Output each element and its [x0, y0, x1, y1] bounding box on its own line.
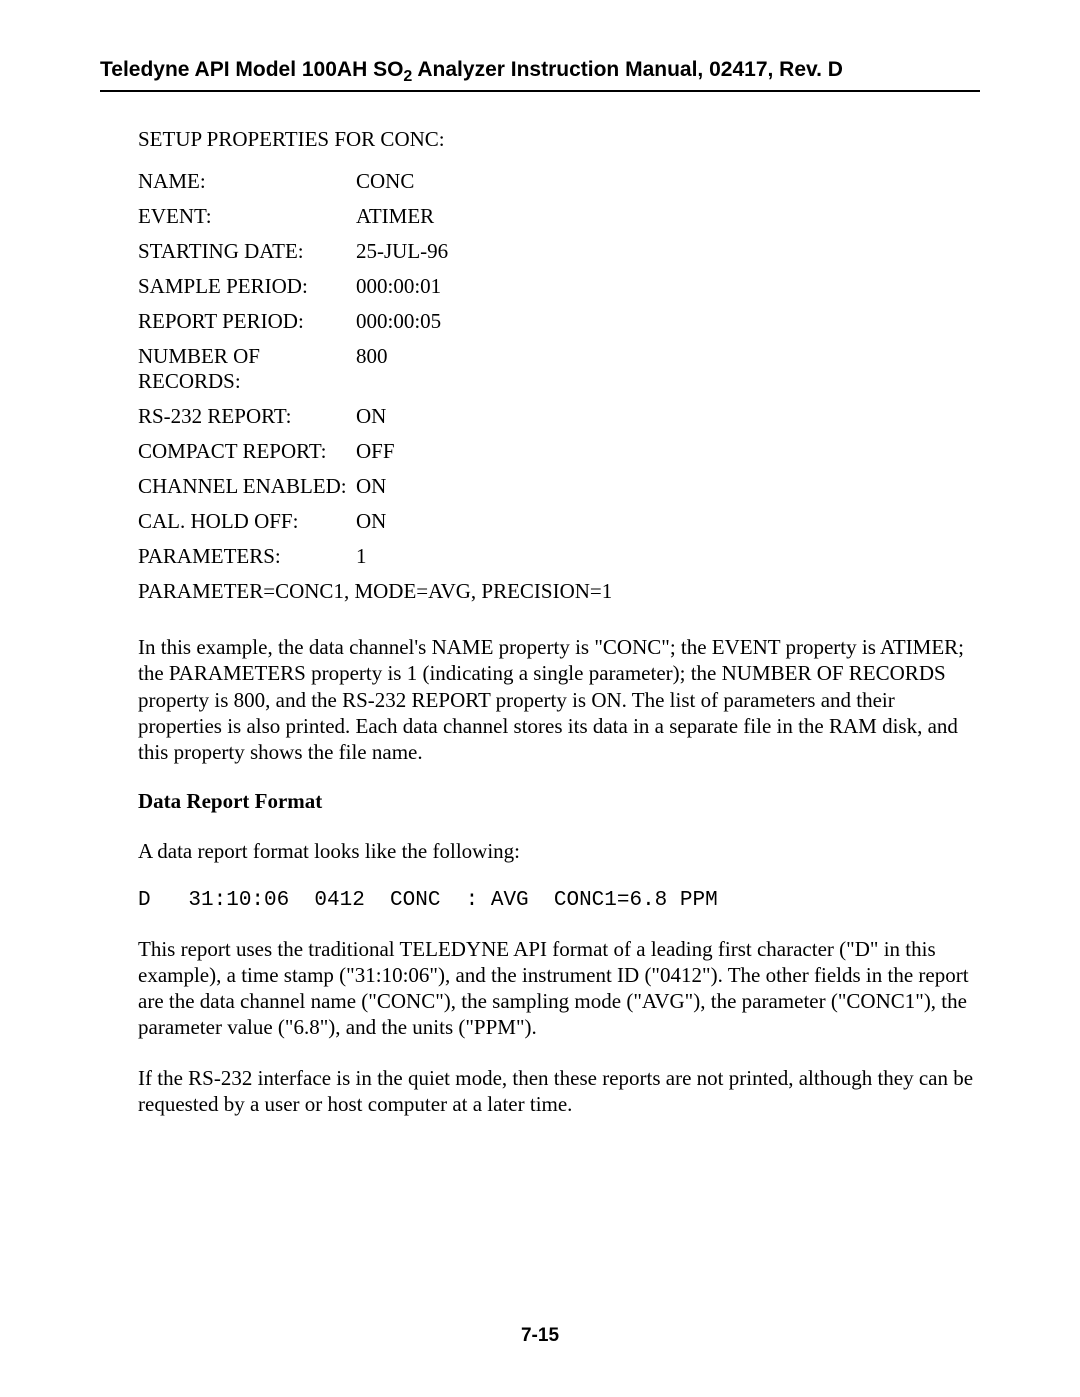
properties-title: SETUP PROPERTIES FOR CONC:: [138, 127, 980, 152]
property-value: ON: [356, 504, 448, 539]
code-example: D 31:10:06 0412 CONC : AVG CONC1=6.8 PPM: [138, 889, 980, 912]
property-label: PARAMETERS:: [138, 539, 356, 574]
property-label: REPORT PERIOD:: [138, 304, 356, 339]
property-label: COMPACT REPORT:: [138, 434, 356, 469]
property-row: CAL. HOLD OFF:ON: [138, 504, 448, 539]
property-row: SAMPLE PERIOD:000:00:01: [138, 269, 448, 304]
header-title-part1: Teledyne API Model 100AH SO: [100, 58, 403, 81]
property-row: NAME:CONC: [138, 164, 448, 199]
property-label: EVENT:: [138, 199, 356, 234]
property-label: NAME:: [138, 164, 356, 199]
property-value: 25-JUL-96: [356, 234, 448, 269]
property-row: NUMBER OF RECORDS:800: [138, 339, 448, 399]
properties-table: NAME:CONCEVENT:ATIMERSTARTING DATE:25-JU…: [138, 164, 448, 574]
paragraph-4: If the RS-232 interface is in the quiet …: [138, 1065, 980, 1118]
property-label: CAL. HOLD OFF:: [138, 504, 356, 539]
header-title: Teledyne API Model 100AH SO2 Analyzer In…: [100, 58, 980, 92]
parameter-line: PARAMETER=CONC1, MODE=AVG, PRECISION=1: [138, 579, 980, 604]
property-row: EVENT:ATIMER: [138, 199, 448, 234]
property-value: OFF: [356, 434, 448, 469]
property-value: 000:00:01: [356, 269, 448, 304]
paragraph-3: This report uses the traditional TELEDYN…: [138, 936, 980, 1041]
property-value: CONC: [356, 164, 448, 199]
header-title-subscript: 2: [403, 68, 412, 85]
page-header: Teledyne API Model 100AH SO2 Analyzer In…: [100, 58, 980, 92]
property-row: PARAMETERS:1: [138, 539, 448, 574]
header-title-part2: Analyzer Instruction Manual, 02417, Rev.…: [412, 58, 843, 81]
property-row: COMPACT REPORT:OFF: [138, 434, 448, 469]
page-content: SETUP PROPERTIES FOR CONC: NAME:CONCEVEN…: [100, 127, 980, 1117]
page-number: 7-15: [0, 1325, 1080, 1347]
property-row: CHANNEL ENABLED:ON: [138, 469, 448, 504]
property-value: ATIMER: [356, 199, 448, 234]
property-label: SAMPLE PERIOD:: [138, 269, 356, 304]
property-row: STARTING DATE:25-JUL-96: [138, 234, 448, 269]
property-value: 1: [356, 539, 448, 574]
property-label: CHANNEL ENABLED:: [138, 469, 356, 504]
paragraph-1: In this example, the data channel's NAME…: [138, 634, 980, 765]
property-row: REPORT PERIOD:000:00:05: [138, 304, 448, 339]
property-value: ON: [356, 469, 448, 504]
property-label: RS-232 REPORT:: [138, 399, 356, 434]
property-value: ON: [356, 399, 448, 434]
property-value: 800: [356, 339, 448, 399]
property-value: 000:00:05: [356, 304, 448, 339]
section-heading: Data Report Format: [138, 789, 980, 814]
property-row: RS-232 REPORT:ON: [138, 399, 448, 434]
property-label: STARTING DATE:: [138, 234, 356, 269]
paragraph-2: A data report format looks like the foll…: [138, 838, 980, 864]
property-label: NUMBER OF RECORDS:: [138, 339, 356, 399]
